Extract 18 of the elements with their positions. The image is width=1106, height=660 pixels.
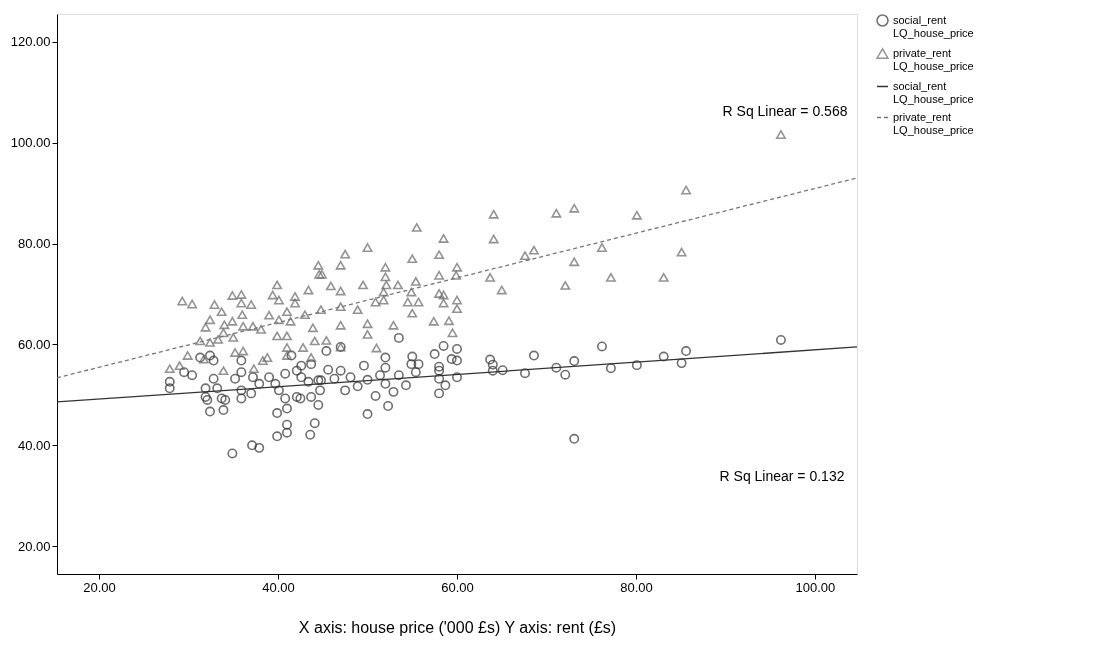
x-axis-title: X axis: house price ('000 £s) Y axis: rent (£s) (298, 618, 617, 636)
legend-label: private_rent LQ_house_price (893, 110, 974, 136)
x-tick-label: 60.00 (441, 579, 474, 595)
y-tick-label: 20.00 (17, 538, 51, 554)
annotation: R Sq Linear = 0.132 (719, 468, 845, 484)
x-tick-label: 20.00 (83, 579, 116, 595)
y-tick-label: 60.00 (17, 336, 51, 352)
y-tick-label: 100.00 (10, 135, 51, 151)
y-tick-label: 40.00 (17, 437, 51, 453)
y-tick-label: 80.00 (17, 236, 51, 252)
legend-label: social_rent LQ_house_price (893, 79, 974, 105)
y-tick-label: 120.00 (10, 34, 51, 50)
legend-label: social_rent LQ_house_price (893, 13, 974, 39)
annotation: R Sq Linear = 0.568 (722, 103, 848, 119)
x-tick-label: 80.00 (620, 579, 653, 595)
legend-label: private_rent LQ_house_price (893, 46, 974, 72)
x-tick-label: 100.00 (795, 579, 836, 595)
x-tick-label: 40.00 (262, 579, 295, 595)
